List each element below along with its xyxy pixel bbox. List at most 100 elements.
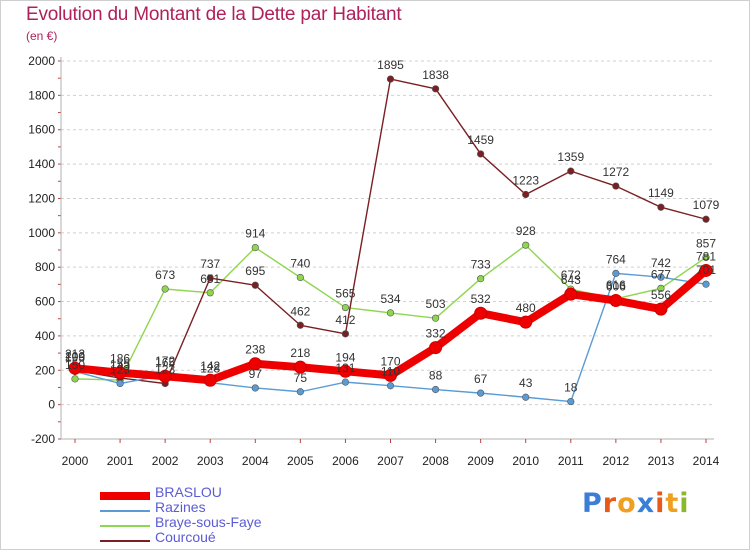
data-label: 651 <box>200 272 220 286</box>
data-point <box>113 366 127 380</box>
data-point <box>206 289 214 297</box>
data-point <box>251 384 259 392</box>
data-point <box>429 341 443 355</box>
data-label: 742 <box>651 256 671 270</box>
x-tick-label: 2014 <box>693 454 720 468</box>
data-label: 150 <box>65 358 85 372</box>
data-point <box>431 314 440 322</box>
data-label: 1079 <box>693 198 720 212</box>
data-label: 928 <box>516 224 536 238</box>
data-label: 556 <box>651 288 671 302</box>
chart-title: Evolution du Montant de la Dette par Hab… <box>26 4 402 25</box>
logo-letter: P <box>582 488 603 519</box>
data-label: 332 <box>426 327 446 341</box>
x-tick-label: 2006 <box>332 454 359 468</box>
data-point <box>296 273 304 282</box>
legend-item-braslou: BRASLOU <box>100 485 262 500</box>
data-point <box>522 393 530 401</box>
data-point <box>477 389 485 397</box>
data-point <box>251 281 259 289</box>
x-tick-label: 2000 <box>62 454 89 468</box>
proxiti-logo: Proxiti <box>582 488 690 519</box>
data-label: 123 <box>110 363 130 377</box>
data-label: 412 <box>335 313 355 327</box>
x-tick-label: 2009 <box>467 454 494 468</box>
data-point <box>341 303 350 312</box>
y-tick-label: 1600 <box>28 123 55 137</box>
y-tick-label: 400 <box>35 329 55 343</box>
data-point <box>702 253 710 261</box>
data-point <box>477 275 485 283</box>
logo-letter: r <box>602 488 618 519</box>
data-point <box>296 321 304 329</box>
data-label: 1223 <box>512 174 539 188</box>
legend: BRASLOU Razines Braye-sous-Faye Courcoué <box>100 485 262 545</box>
data-label: 123 <box>155 363 175 377</box>
x-tick-label: 2007 <box>377 454 404 468</box>
data-label: 218 <box>290 346 310 360</box>
data-label: 606 <box>606 280 626 294</box>
x-tick-label: 2004 <box>242 454 269 468</box>
y-tick-label: 800 <box>35 260 55 274</box>
x-tick-label: 2003 <box>197 454 224 468</box>
data-label: 88 <box>429 369 443 383</box>
data-label: 695 <box>245 264 265 278</box>
y-tick-label: 1400 <box>28 157 55 171</box>
x-tick-label: 2013 <box>648 454 675 468</box>
data-point <box>341 330 350 338</box>
data-point <box>702 215 710 223</box>
data-label: 503 <box>426 297 446 311</box>
data-point <box>654 302 668 316</box>
logo-letter: t <box>665 488 680 519</box>
data-point <box>251 243 259 252</box>
data-label: 1895 <box>377 58 404 72</box>
data-label: 781 <box>696 249 716 263</box>
data-point <box>206 274 214 282</box>
data-label: 677 <box>651 267 671 281</box>
y-tick-label: 0 <box>48 398 55 412</box>
y-tick-label: 600 <box>35 295 55 309</box>
data-point <box>657 273 665 281</box>
data-point <box>248 357 262 371</box>
data-point <box>431 385 440 394</box>
data-point <box>612 269 620 277</box>
data-label: 143 <box>110 359 130 373</box>
legend-swatch-braslou <box>100 492 150 500</box>
logo-letter: i <box>655 488 666 519</box>
logo-letter: i <box>679 488 690 519</box>
logo-letter: x <box>636 488 656 519</box>
data-label: 534 <box>380 292 400 306</box>
data-label: 701 <box>696 263 716 277</box>
data-point <box>519 315 533 329</box>
x-tick-label: 2012 <box>603 454 630 468</box>
data-point <box>567 167 575 175</box>
data-label: 170 <box>380 354 400 368</box>
y-tick-label: -200 <box>31 432 55 446</box>
data-point <box>474 306 488 320</box>
data-point <box>338 364 352 378</box>
data-point <box>386 309 395 317</box>
data-point <box>341 378 350 386</box>
data-label: 186 <box>110 352 130 366</box>
data-label: 643 <box>561 273 581 287</box>
x-tick-label: 2008 <box>422 454 449 468</box>
y-tick-label: 200 <box>35 363 55 377</box>
data-label: 673 <box>155 268 175 282</box>
data-point <box>564 287 578 301</box>
legend-label-braslou: BRASLOU <box>155 484 222 500</box>
legend-label-courcoue: Courcoué <box>155 529 216 545</box>
data-label: 194 <box>335 350 355 364</box>
x-tick-label: 2010 <box>512 454 539 468</box>
data-label: 97 <box>249 367 263 381</box>
legend-item-razines: Razines <box>100 500 262 515</box>
data-point <box>296 388 304 396</box>
x-tick-label: 2002 <box>152 454 179 468</box>
data-label: 131 <box>335 361 355 375</box>
data-label: 43 <box>519 376 533 390</box>
data-label: 142 <box>200 359 220 373</box>
y-tick-label: 1200 <box>28 191 55 205</box>
data-label: 128 <box>200 362 220 376</box>
data-label: 914 <box>245 227 265 241</box>
y-tick-label: 2000 <box>28 54 55 68</box>
data-label: 857 <box>696 236 716 250</box>
